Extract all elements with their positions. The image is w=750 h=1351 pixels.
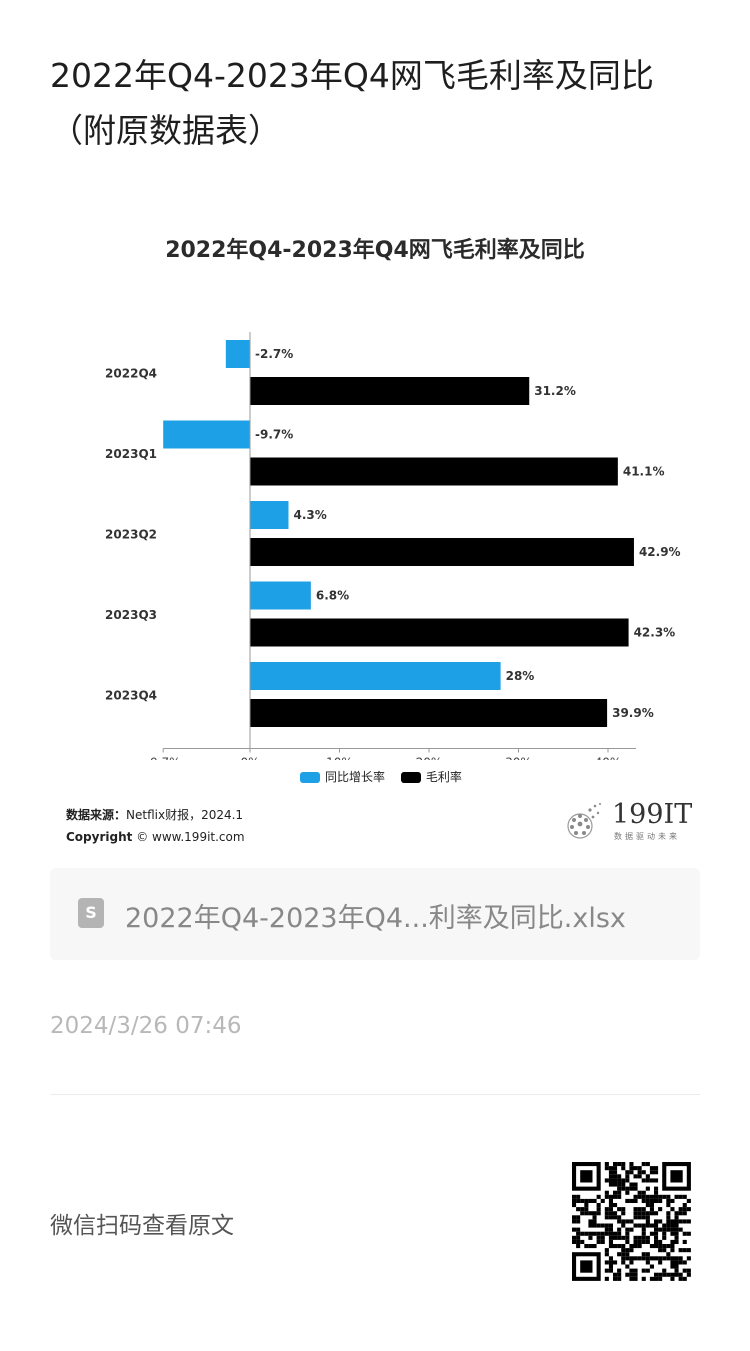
spreadsheet-file-icon: S: [78, 898, 104, 928]
scan-prompt: 微信扫码查看原文: [50, 1213, 234, 1239]
logo-wordmark: 199IT: [612, 799, 693, 830]
attachment-card[interactable]: S 2022年Q4-2023年Q4...利率及同比.xlsx: [50, 868, 700, 960]
category-label: 2023Q4: [105, 689, 157, 703]
data-label: -9.7%: [255, 428, 293, 442]
x-tick-label: 20%: [416, 756, 443, 761]
199it-logo-icon: [567, 803, 601, 839]
copyright-text: © www.199it.com: [136, 830, 245, 844]
legend-swatch-gross: [400, 772, 421, 783]
source-note: 数据来源：Netflix财报，2024.1 Copyright © www.19…: [66, 804, 245, 848]
category-label: 2022Q4: [105, 367, 157, 381]
x-tick-label: -9.7%: [146, 756, 181, 761]
page-title: 2022年Q4-2023年Q4网飞毛利率及同比（附原数据表）: [50, 56, 654, 150]
data-label: 42.9%: [639, 545, 681, 559]
category-label: 2023Q3: [105, 608, 157, 622]
data-label: -2.7%: [255, 347, 293, 361]
bar-gross: [250, 457, 618, 486]
source-label: 数据来源：: [66, 808, 127, 822]
legend-item-gross: 毛利率: [400, 768, 462, 785]
legend: 同比增长率 毛利率: [300, 768, 474, 785]
qr-code[interactable]: [572, 1162, 694, 1282]
bar-yoy: [163, 420, 250, 449]
legend-label-gross: 毛利率: [425, 770, 462, 784]
data-label: 31.2%: [534, 384, 576, 398]
chart-title: 2022年Q4-2023年Q4网飞毛利率及同比: [165, 238, 585, 263]
bar-gross: [250, 618, 629, 647]
bar-yoy: [250, 501, 289, 529]
data-label: 28%: [506, 669, 535, 683]
data-label: 6.8%: [316, 589, 349, 603]
x-tick-label: 40%: [595, 756, 622, 761]
x-tick-label: 10%: [326, 756, 353, 761]
bar-chart: 2022Q4 -2.7% 31.2% 2023Q1 -9.7% 41.1% 2023Q2 4.…: [105, 332, 681, 761]
bar-gross: [250, 377, 530, 405]
attachment-file-name[interactable]: 2022年Q4-2023年Q4...利率及同比.xlsx: [125, 903, 626, 934]
divider: [50, 1094, 700, 1095]
bar-gross: [250, 699, 608, 727]
category-label: 2023Q2: [105, 528, 157, 542]
bar-yoy: [225, 340, 250, 368]
bar-gross: [250, 538, 634, 566]
bar-yoy: [250, 581, 311, 610]
legend-swatch-yoy: [300, 772, 320, 783]
data-label: 41.1%: [623, 465, 665, 479]
publish-date: 2024/3/26 07:46: [50, 1013, 242, 1039]
data-label: 4.3%: [293, 508, 326, 522]
data-label: 39.9%: [612, 706, 654, 720]
bar-yoy: [250, 662, 501, 690]
x-tick-label: 0%: [240, 756, 259, 761]
x-tick-label: 30%: [505, 756, 532, 761]
legend-label-yoy: 同比增长率: [325, 770, 386, 784]
copyright-label: Copyright: [66, 830, 133, 844]
category-label: 2023Q1: [105, 447, 157, 461]
data-label: 42.3%: [634, 626, 676, 640]
logo-tagline: 数据驱动未来: [614, 832, 680, 841]
legend-item-yoy: 同比增长率: [300, 768, 385, 785]
source-text: Netflix财报，2024.1: [126, 808, 244, 822]
